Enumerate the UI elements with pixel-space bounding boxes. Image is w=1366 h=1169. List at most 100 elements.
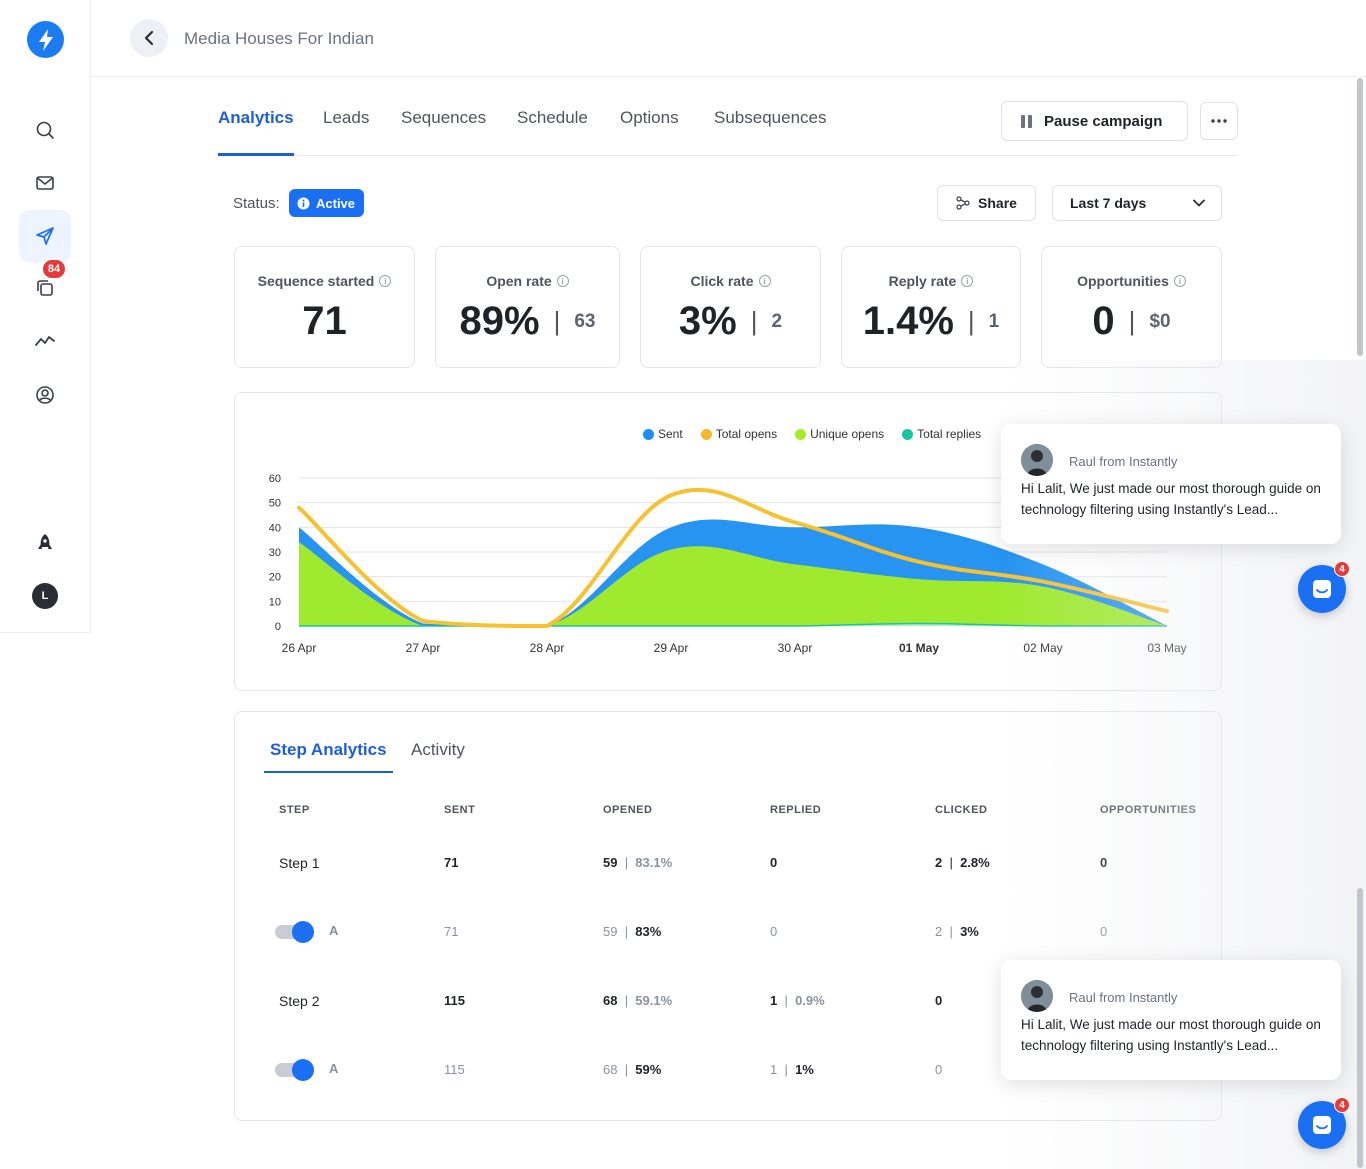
date-range-select[interactable]: Last 7 days — [1052, 185, 1222, 221]
legend-label: Unique opens — [810, 427, 885, 441]
toggle-knob — [292, 1059, 314, 1081]
step-name: Step 1 — [279, 855, 320, 871]
chat-avatar — [1021, 444, 1053, 476]
chevron-left-icon — [144, 30, 154, 46]
info-icon[interactable]: i — [961, 275, 974, 287]
x-tick-label: 30 Apr — [778, 641, 813, 655]
chat-popup[interactable]: Raul from Instantly Hi Lalit, We just ma… — [1001, 424, 1341, 544]
sidebar-item-search[interactable] — [19, 104, 71, 156]
variant-toggle[interactable] — [275, 1059, 314, 1081]
legend-item-unique-opens[interactable]: Unique opens — [795, 427, 884, 441]
chart-legend: Sent Total opens Unique opens Total repl… — [643, 427, 981, 441]
chat-icon — [1313, 1116, 1331, 1134]
variant-toggle[interactable] — [275, 921, 314, 943]
share-button[interactable]: Share — [937, 185, 1036, 221]
variant-name: A — [329, 923, 339, 938]
series-unique-opens-area[interactable] — [299, 542, 1167, 626]
chat-popup[interactable]: Raul from Instantly Hi Lalit, We just ma… — [1001, 960, 1341, 1080]
user-avatar[interactable]: L — [32, 583, 58, 609]
scrollbar-top[interactable] — [1357, 78, 1363, 356]
variant-name: A — [329, 1061, 339, 1076]
opened-pct: 59% — [635, 1062, 662, 1077]
stat-card-opportunities: Opportunities i 0 | $0 — [1041, 246, 1222, 368]
info-icon[interactable]: i — [556, 275, 569, 287]
opportunities-value: 0 — [1100, 924, 1108, 939]
y-tick-label: 30 — [269, 547, 281, 559]
sidebar-item-analytics[interactable] — [19, 315, 71, 367]
replied-value: 1 — [770, 993, 778, 1008]
topbar: Media Houses For Indian — [91, 0, 1366, 77]
tab-step-analytics[interactable]: Step Analytics — [264, 740, 393, 773]
info-icon[interactable]: i — [1173, 275, 1186, 287]
sidebar-item-campaigns[interactable] — [19, 210, 71, 262]
info-icon — [297, 197, 310, 209]
legend-label: Total opens — [715, 427, 778, 441]
stat-sub-value: 2 — [771, 310, 783, 332]
y-tick-label: 50 — [269, 498, 281, 510]
y-tick-label: 10 — [269, 596, 281, 608]
opened-value: 68 — [603, 993, 618, 1008]
pause-campaign-button[interactable]: Pause campaign — [1001, 101, 1188, 141]
sent-value: 115 — [444, 993, 465, 1008]
instantly-logo[interactable] — [27, 21, 64, 58]
sidebar-item-launch[interactable] — [19, 517, 71, 569]
date-range-value: Last 7 days — [1070, 195, 1147, 211]
stat-card-open-rate: Open rate i 89% | 63 — [435, 246, 620, 368]
tab-sequences[interactable]: Sequences — [401, 108, 487, 127]
opened-value: 59 — [603, 855, 618, 870]
stat-separator: | — [750, 306, 758, 336]
tab-subsequences[interactable]: Subsequences — [714, 108, 827, 127]
legend-item-sent[interactable]: Sent — [643, 427, 683, 441]
column-header-replied: REPLIED — [770, 804, 822, 816]
stat-value: 89% — [459, 299, 540, 343]
mail-icon — [36, 176, 54, 190]
replied-pct: 0.9% — [795, 993, 825, 1008]
chevron-down-icon — [1193, 199, 1205, 207]
legend-item-total-replies[interactable]: Total replies — [902, 427, 981, 441]
column-header-opportunities: OPPORTUNITIES — [1100, 804, 1197, 816]
stat-card-sequence-started: Sequence started i 71 — [234, 246, 415, 368]
chat-message: Hi Lalit, We just made our most thorough… — [1021, 481, 1321, 517]
stat-separator: | — [967, 306, 975, 336]
column-header-step: STEP — [279, 804, 310, 816]
opened-pct: 83% — [635, 924, 662, 939]
replied-pct: 1% — [795, 1062, 814, 1077]
tab-leads[interactable]: Leads — [323, 108, 370, 127]
tab-schedule[interactable]: Schedule — [517, 108, 588, 127]
x-tick-label: 01 May — [899, 641, 939, 655]
column-header-clicked: CLICKED — [935, 804, 988, 816]
more-options-button[interactable] — [1200, 102, 1238, 140]
chat-badge: 4 — [1334, 561, 1350, 577]
sent-value: 71 — [444, 855, 459, 870]
info-icon[interactable]: i — [379, 275, 392, 287]
page-title: Media Houses For Indian — [184, 29, 374, 48]
sidebar-item-account[interactable] — [19, 369, 71, 421]
more-horizontal-icon — [1211, 119, 1227, 123]
chat-sender: Raul from Instantly — [1069, 454, 1178, 469]
tab-activity[interactable]: Activity — [411, 740, 465, 759]
stat-card-click-rate: Click rate i 3% | 2 — [640, 246, 821, 368]
tab-analytics[interactable]: Analytics — [218, 108, 294, 156]
sidebar-item-templates[interactable]: 84 — [19, 260, 71, 314]
clicked-value: 2 — [935, 924, 943, 939]
clicked-value: 0 — [935, 993, 943, 1008]
status-label: Status: — [233, 195, 280, 212]
scrollbar-bottom[interactable] — [1357, 888, 1363, 1168]
chat-launcher-button[interactable]: 4 — [1298, 1097, 1350, 1149]
stat-sub-value: 63 — [574, 310, 596, 332]
sent-value: 71 — [444, 924, 459, 939]
replied-value: 1 — [770, 1062, 778, 1077]
stat-card-reply-rate: Reply rate i 1.4% | 1 — [841, 246, 1021, 368]
legend-item-total-opens[interactable]: Total opens — [700, 427, 778, 441]
chat-launcher-button[interactable]: 4 — [1298, 561, 1350, 613]
sent-value: 115 — [444, 1062, 465, 1077]
notification-badge: 84 — [43, 260, 65, 278]
clicked-value: 2 — [935, 855, 943, 870]
trend-icon — [35, 336, 55, 346]
info-icon[interactable]: i — [758, 275, 771, 287]
y-tick-label: 40 — [269, 522, 281, 534]
column-header-opened: OPENED — [603, 804, 653, 816]
tab-options[interactable]: Options — [620, 108, 679, 127]
back-button[interactable] — [130, 19, 168, 57]
sidebar-item-inbox[interactable] — [19, 157, 71, 209]
